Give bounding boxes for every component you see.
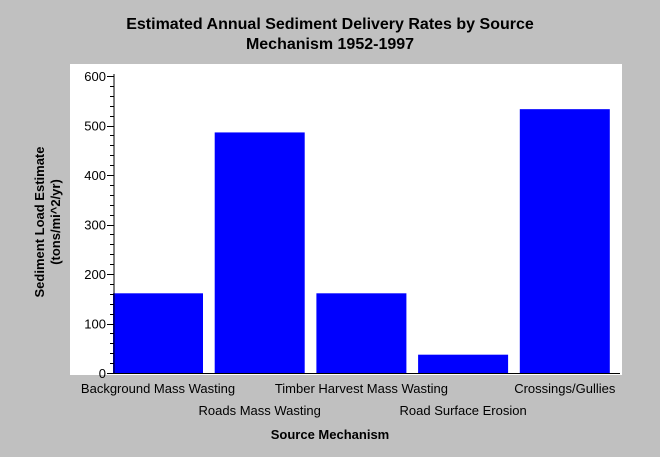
y-tick-label: 300 xyxy=(84,218,106,233)
bar-2 xyxy=(214,132,305,373)
y-axis-label-line-1: Sediment Load Estimate xyxy=(32,146,47,298)
bar-4 xyxy=(418,354,509,373)
x-tick-label: Crossings/Gullies xyxy=(514,381,616,396)
x-tick-label: Roads Mass Wasting xyxy=(199,403,321,418)
chart-title-line-2: Mechanism 1952-1997 xyxy=(245,36,415,53)
y-tick-label: 200 xyxy=(84,267,106,282)
y-axis-label: Sediment Load Estimate (tons/mi^2/yr) xyxy=(32,147,64,298)
y-tick-label: 400 xyxy=(84,168,106,183)
chart-title: Estimated Annual Sediment Delivery Rates… xyxy=(0,15,660,55)
x-tick-label: Timber Harvest Mass Wasting xyxy=(275,381,448,396)
y-tick-label: 500 xyxy=(84,119,106,134)
x-tick-label: Road Surface Erosion xyxy=(400,403,527,418)
x-axis-label: Source Mechanism xyxy=(270,427,390,442)
bar-3 xyxy=(316,293,407,373)
chart-title-line-1: Estimated Annual Sediment Delivery Rates… xyxy=(126,16,534,33)
bar-5 xyxy=(519,109,610,373)
y-tick-label: 0 xyxy=(99,366,106,381)
x-tick-label: Background Mass Wasting xyxy=(81,381,235,396)
bar-1 xyxy=(113,293,203,373)
y-tick-label: 100 xyxy=(84,317,106,332)
y-tick-label: 600 xyxy=(84,69,106,84)
y-axis-label-line-2: (tons/mi^2/yr) xyxy=(48,179,63,265)
